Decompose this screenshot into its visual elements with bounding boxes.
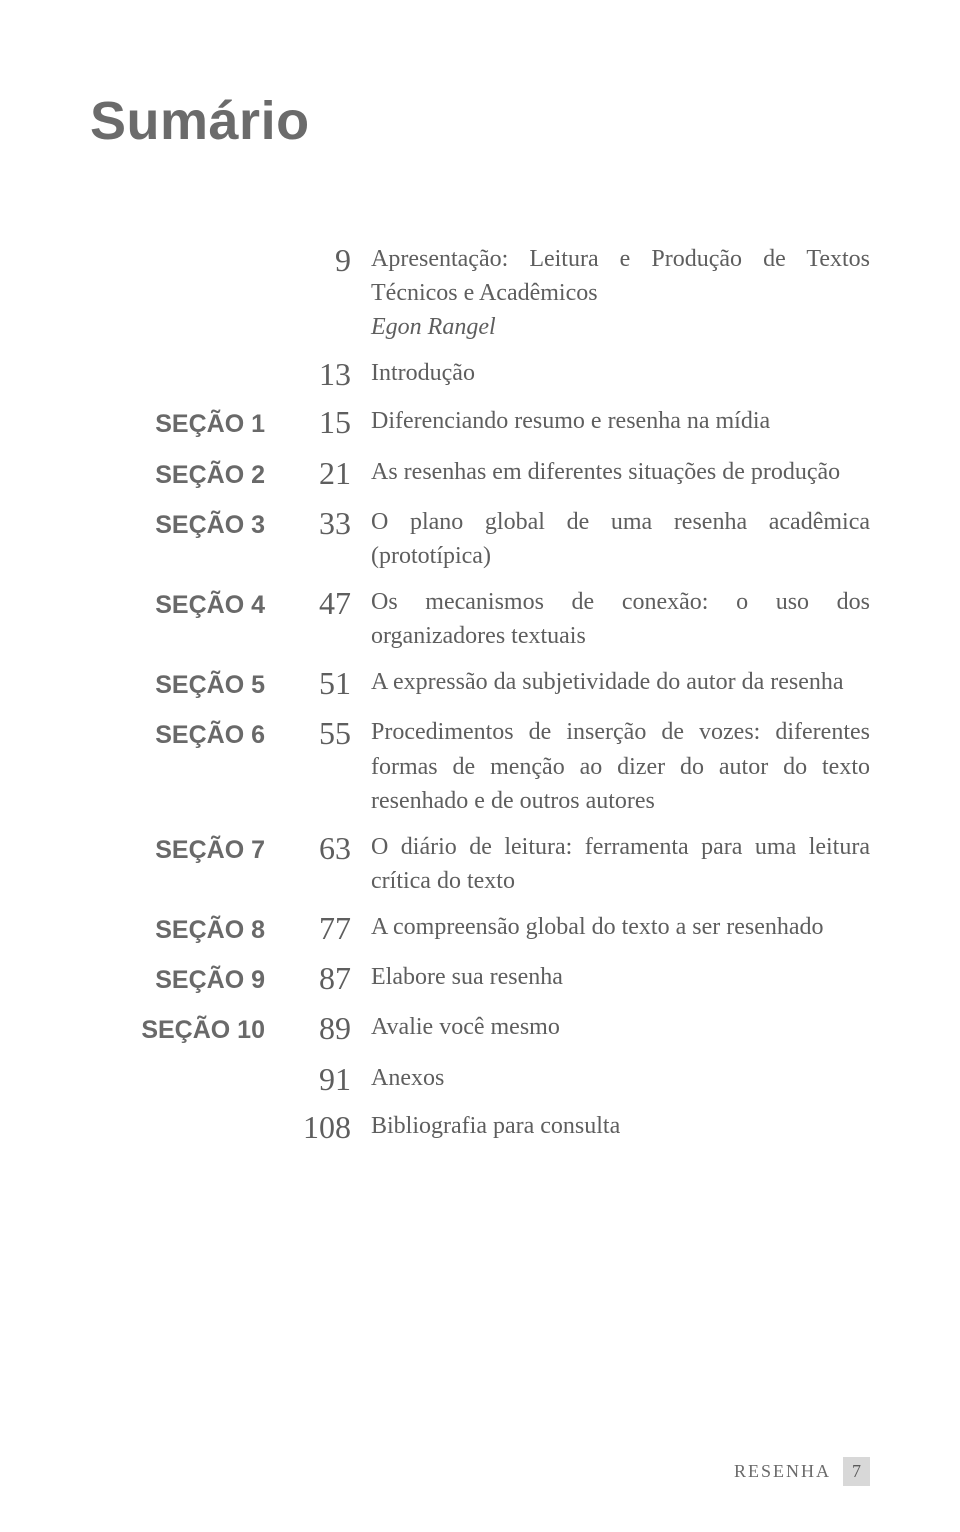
- toc-entry-text: Avalie você mesmo: [371, 1010, 870, 1044]
- toc-page-number: 63: [285, 830, 351, 866]
- toc-section-label: [90, 242, 265, 244]
- toc-entry-text: Introdução: [371, 356, 870, 390]
- toc-page-number: 91: [285, 1061, 351, 1097]
- toc-entry-text: A expressão da subjetividade do autor da…: [371, 665, 870, 699]
- page-footer: RESENHA 7: [734, 1457, 870, 1486]
- toc-section-label: SEÇÃO 7: [90, 830, 265, 868]
- toc-section-label: SEÇÃO 10: [90, 1010, 265, 1048]
- toc-entry-title: Apresentação: Leitura e Produção de Text…: [371, 246, 870, 306]
- toc-page-number: 15: [285, 404, 351, 440]
- toc-section-label: SEÇÃO 4: [90, 585, 265, 623]
- toc-page-number: 47: [285, 585, 351, 621]
- toc-section-label: SEÇÃO 6: [90, 715, 265, 753]
- toc-entry-text: Procedimentos de inserção de vozes: dife…: [371, 715, 870, 817]
- toc-entry-text: Bibliografia para consulta: [371, 1109, 870, 1143]
- toc-section-label: [90, 356, 265, 358]
- toc-section-label: [90, 1109, 265, 1111]
- toc-entry-text: Anexos: [371, 1061, 870, 1095]
- toc-page-number: 77: [285, 910, 351, 946]
- toc-page-number: 55: [285, 715, 351, 751]
- toc-page-number: 21: [285, 455, 351, 491]
- page: Sumário 9 Apresentação: Leitura e Produç…: [0, 0, 960, 1532]
- toc-section-label: SEÇÃO 9: [90, 960, 265, 998]
- toc-page-number: 87: [285, 960, 351, 996]
- toc-entry-text: O diário de leitura: ferramenta para uma…: [371, 830, 870, 898]
- toc-page-number: 33: [285, 505, 351, 541]
- table-of-contents: 9 Apresentação: Leitura e Produção de Te…: [90, 242, 870, 1145]
- toc-section-label: SEÇÃO 1: [90, 404, 265, 442]
- toc-section-label: SEÇÃO 2: [90, 455, 265, 493]
- footer-label: RESENHA: [734, 1461, 831, 1482]
- page-title: Sumário: [90, 90, 870, 152]
- toc-entry-text: Os mecanismos de conexão: o uso dos orga…: [371, 585, 870, 653]
- toc-section-label: SEÇÃO 3: [90, 505, 265, 543]
- toc-entry-author: Egon Rangel: [371, 314, 496, 340]
- toc-entry-text: Apresentação: Leitura e Produção de Text…: [371, 242, 870, 344]
- toc-entry-text: A compreensão global do texto a ser rese…: [371, 910, 870, 944]
- toc-entry-text: O plano global de uma resenha acadêmica …: [371, 505, 870, 573]
- toc-entry-text: Elabore sua resenha: [371, 960, 870, 994]
- toc-page-number: 89: [285, 1010, 351, 1046]
- toc-section-label: [90, 1061, 265, 1063]
- footer-page-number: 7: [843, 1457, 870, 1486]
- toc-section-label: SEÇÃO 8: [90, 910, 265, 948]
- toc-page-number: 9: [285, 242, 351, 278]
- toc-section-label: SEÇÃO 5: [90, 665, 265, 703]
- toc-entry-text: As resenhas em diferentes situações de p…: [371, 455, 870, 489]
- toc-page-number: 108: [285, 1109, 351, 1145]
- toc-page-number: 51: [285, 665, 351, 701]
- toc-page-number: 13: [285, 356, 351, 392]
- toc-entry-text: Diferenciando resumo e resenha na mídia: [371, 404, 870, 438]
